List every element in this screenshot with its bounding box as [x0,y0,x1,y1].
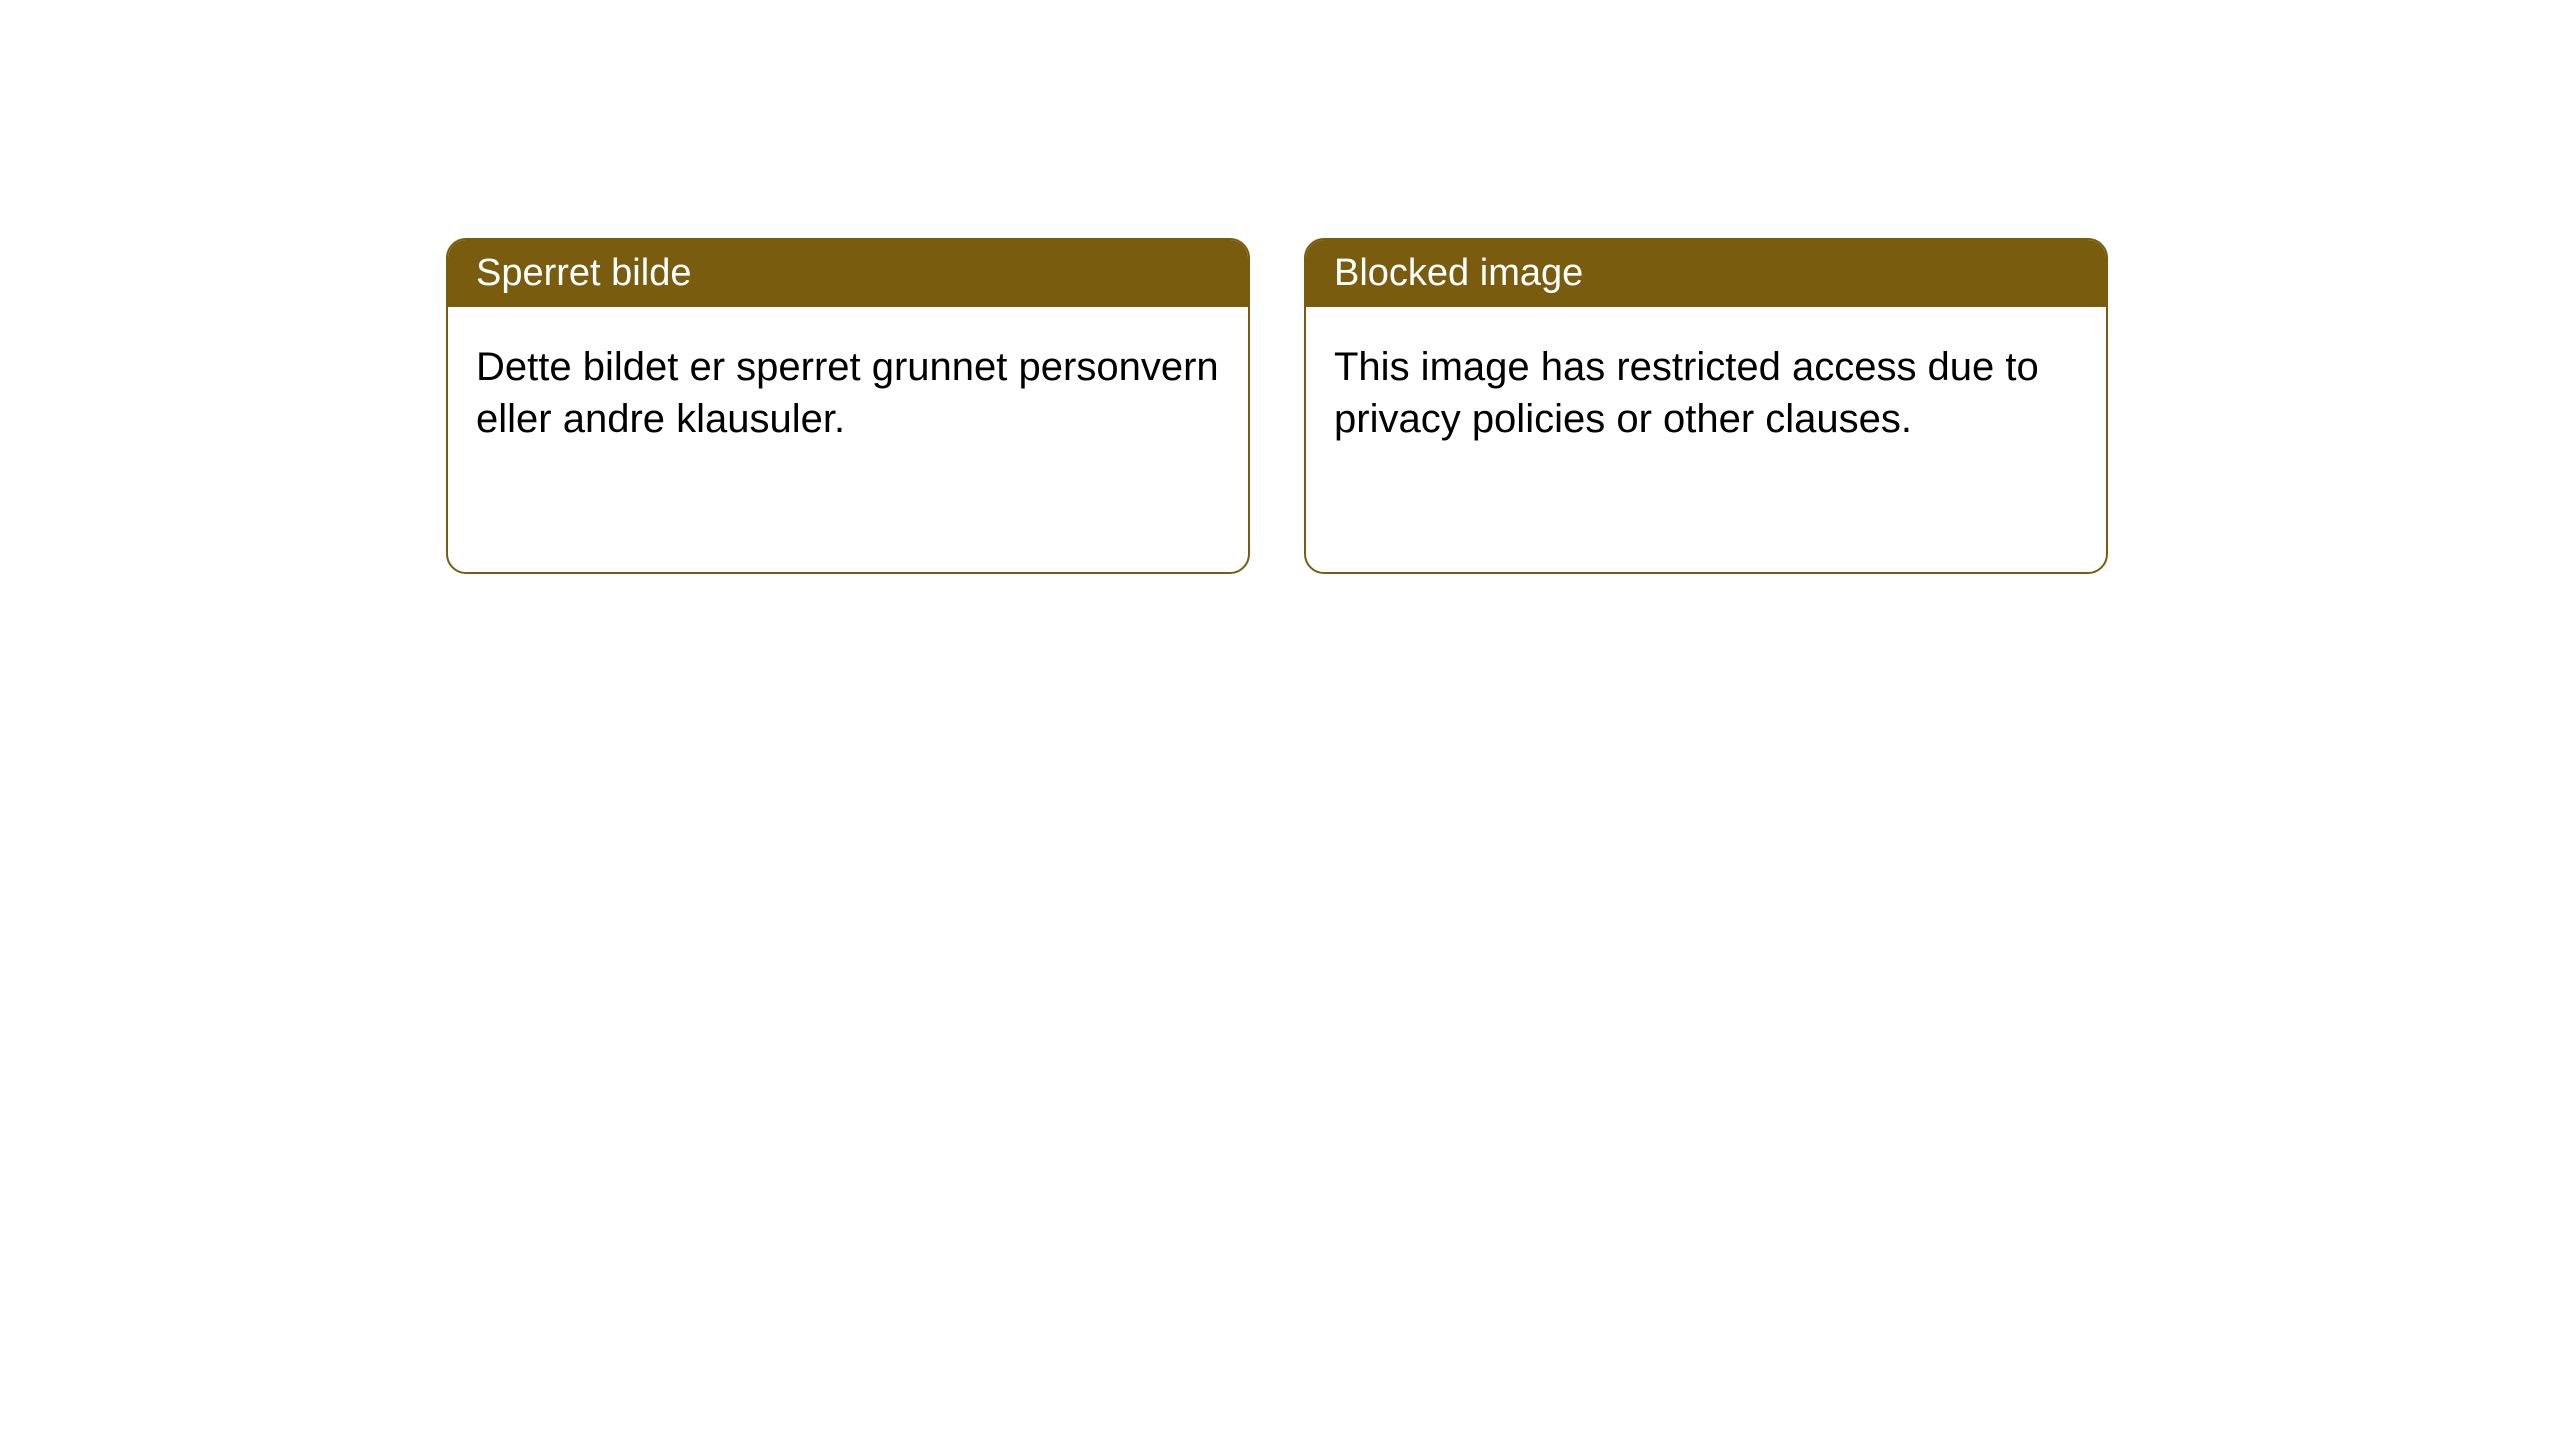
card-body-english: This image has restricted access due to … [1306,307,2106,479]
card-header-english: Blocked image [1306,240,2106,307]
card-text-english: This image has restricted access due to … [1334,345,2039,441]
card-text-norwegian: Dette bildet er sperret grunnet personve… [476,345,1219,441]
card-body-norwegian: Dette bildet er sperret grunnet personve… [448,307,1248,479]
card-header-norwegian: Sperret bilde [448,240,1248,307]
cards-container: Sperret bilde Dette bildet er sperret gr… [446,238,2108,574]
card-title-english: Blocked image [1334,252,1583,294]
card-title-norwegian: Sperret bilde [476,252,691,294]
card-norwegian: Sperret bilde Dette bildet er sperret gr… [446,238,1250,574]
card-english: Blocked image This image has restricted … [1304,238,2108,574]
